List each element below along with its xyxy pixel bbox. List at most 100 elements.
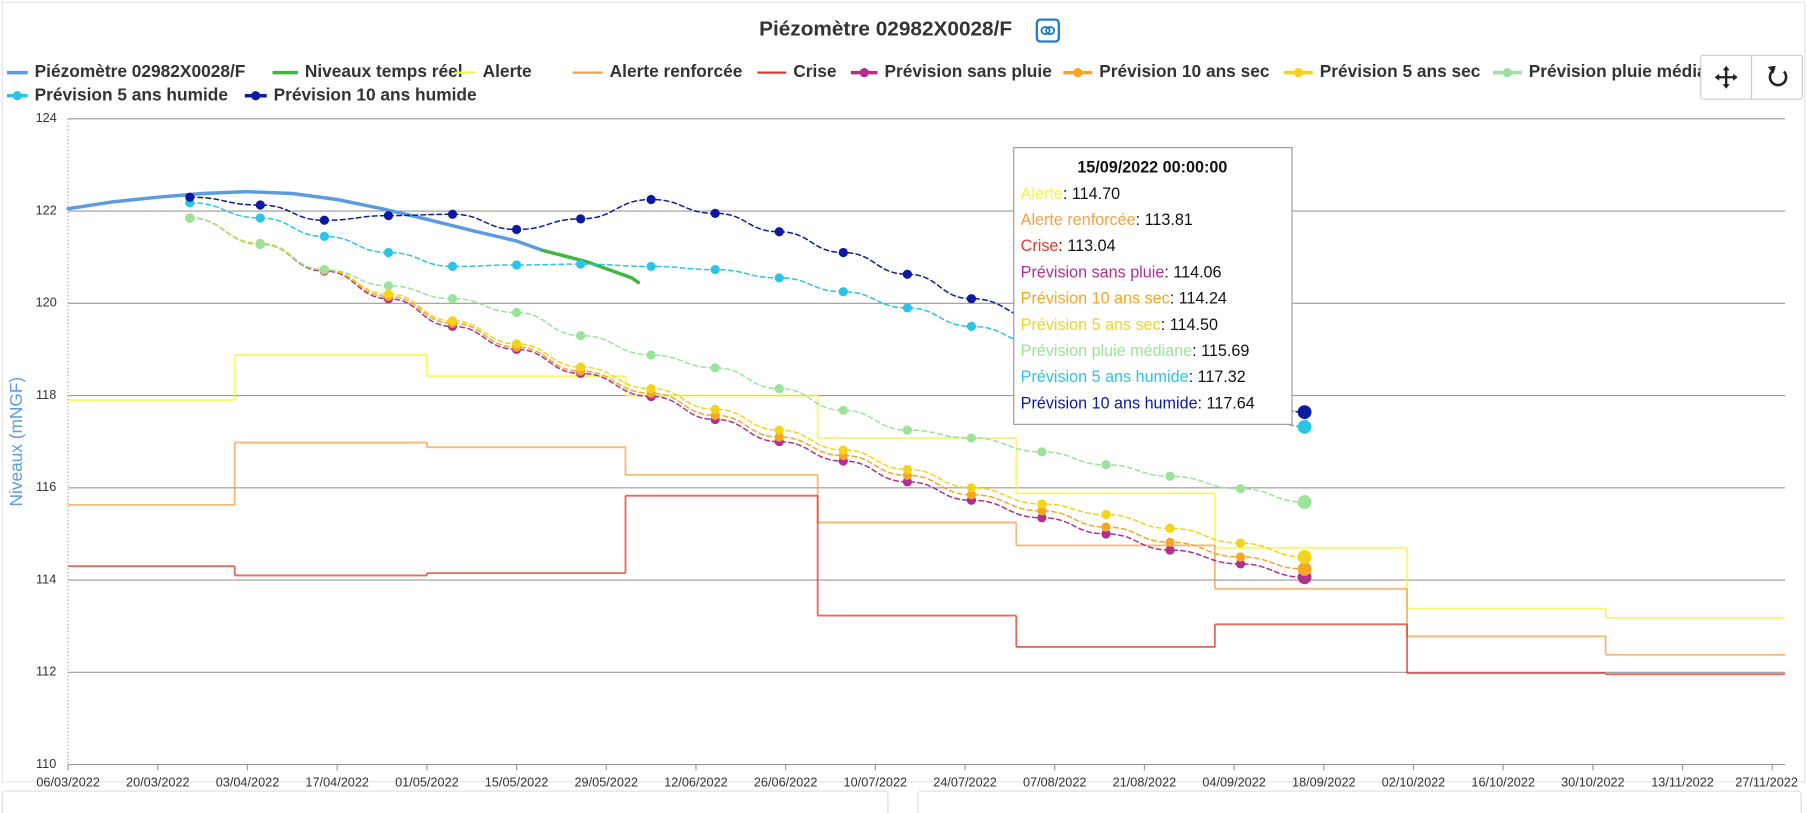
legend-label: Niveaux temps réel	[305, 61, 463, 81]
tooltip-series-name: Prévision 10 ans sec	[1021, 290, 1170, 308]
data-point	[1297, 550, 1312, 564]
legend-item[interactable]: Prévision 5 ans sec	[1283, 61, 1481, 81]
series-line	[66, 189, 544, 252]
data-point	[966, 433, 977, 443]
tooltip-separator: :	[1164, 264, 1173, 282]
tooltip-separator: :	[1161, 316, 1170, 334]
x-tick-label: 01/05/2022	[395, 775, 459, 789]
tooltip-title: 15/09/2022 00:00:00	[1077, 159, 1227, 177]
legend-item[interactable]: Alerte	[454, 61, 532, 81]
data-point	[576, 330, 586, 341]
tooltip-value: 115.69	[1201, 342, 1249, 360]
data-point	[1235, 559, 1246, 569]
tooltip-row: Alerte: 114.70	[1021, 185, 1120, 203]
tooltip-separator: :	[1063, 185, 1072, 203]
x-tick-label: 18/09/2022	[1292, 775, 1356, 789]
tooltip-separator: :	[1170, 290, 1179, 308]
data-point	[902, 477, 912, 487]
data-point	[319, 265, 330, 275]
data-point	[774, 227, 784, 237]
data-point	[1297, 419, 1312, 434]
legend-symbol	[1502, 68, 1512, 78]
data-point	[1165, 471, 1175, 481]
data-point	[383, 289, 394, 299]
data-point	[255, 213, 265, 223]
legend-item[interactable]: Piézomètre 02982X0028/F	[6, 61, 246, 81]
tooltip-row: Prévision 10 ans sec: 114.24	[1021, 290, 1227, 308]
legend-item[interactable]: Prévision pluie médiane	[1492, 61, 1728, 81]
tooltip-separator: :	[1189, 368, 1198, 386]
legend-item[interactable]: Prévision 5 ans humide	[6, 84, 228, 104]
tooltip-value: 113.81	[1145, 211, 1193, 229]
x-tick-label: 06/03/2022	[36, 775, 100, 789]
legend-item[interactable]: Prévision 10 ans sec	[1063, 61, 1270, 81]
x-tick-label: 26/06/2022	[754, 775, 818, 789]
data-point	[710, 265, 720, 275]
link-icon[interactable]	[1035, 18, 1060, 43]
x-tick-label: 07/08/2022	[1023, 775, 1087, 789]
tooltip-series-name: Alerte renforcée	[1021, 211, 1136, 229]
tooltip-series-name: Crise	[1021, 238, 1059, 256]
chart-title: Piézomètre 02982X0028/F	[759, 17, 1012, 40]
data-point	[1037, 447, 1047, 457]
legend-item[interactable]: Prévision 10 ans humide	[244, 84, 477, 104]
data-point	[838, 247, 848, 258]
x-tick-label: 12/06/2022	[664, 775, 728, 789]
legend-item[interactable]: Crise	[757, 61, 837, 81]
data-point	[1101, 522, 1111, 532]
data-point	[1037, 513, 1047, 523]
reset-button[interactable]	[1767, 65, 1788, 87]
data-point	[902, 464, 912, 474]
tooltip-separator: :	[1136, 211, 1145, 229]
tooltip-value: 114.50	[1170, 316, 1218, 334]
tooltip-series-name: Alerte	[1021, 185, 1063, 203]
legend-symbol	[1293, 68, 1304, 78]
x-tick-label: 20/03/2022	[126, 775, 190, 789]
y-tick-label: 114	[36, 572, 56, 586]
tooltip-series-name: Prévision 10 ans humide	[1021, 395, 1198, 413]
data-point	[1101, 529, 1111, 539]
x-tick-label: 29/05/2022	[574, 775, 638, 789]
data-point	[774, 273, 784, 283]
tooltip-row: Prévision 5 ans sec: 114.50	[1021, 316, 1218, 334]
legend-label: Alerte renforcée	[610, 61, 743, 81]
data-point	[646, 384, 656, 394]
data-point	[710, 404, 720, 414]
data-point	[447, 316, 458, 326]
tooltip-series-name: Prévision sans pluie	[1021, 264, 1165, 282]
data-point	[255, 200, 265, 210]
legend-item[interactable]: Alerte renforcée	[572, 61, 743, 81]
chart-frame	[1, 1, 1806, 783]
legend-symbol	[12, 91, 22, 101]
legend-label: Prévision sans pluie	[884, 61, 1052, 81]
legend-label: Prévision pluie médiane	[1529, 61, 1728, 81]
data-point	[1297, 405, 1312, 420]
tooltip-row: Alerte renforcée: 113.81	[1021, 211, 1193, 229]
data-point	[646, 350, 656, 360]
data-point	[576, 259, 586, 269]
data-point	[447, 294, 458, 304]
data-point	[710, 208, 720, 218]
x-tick-label: 15/05/2022	[485, 775, 549, 789]
y-tick-label: 118	[36, 388, 56, 402]
data-point	[1297, 495, 1312, 510]
data-point	[383, 247, 394, 258]
legend-item[interactable]: Prévision sans pluie	[850, 61, 1052, 81]
tooltip-value: 114.24	[1179, 290, 1227, 308]
data-point	[1101, 460, 1111, 470]
x-tick-label: 13/11/2022	[1651, 775, 1714, 789]
data-point	[1165, 537, 1175, 547]
data-point	[646, 194, 656, 205]
tooltip-value: 114.06	[1173, 264, 1221, 282]
legend-label: Piézomètre 02982X0028/F	[35, 61, 246, 81]
legend-item[interactable]: Niveaux temps réel	[272, 61, 463, 81]
series-line	[540, 248, 641, 285]
tooltip-series-name: Prévision pluie médiane	[1021, 342, 1192, 360]
bottom-panel	[917, 790, 1802, 813]
data-point	[383, 281, 394, 291]
x-tick-label: 03/04/2022	[216, 775, 280, 789]
legend-label: Prévision 5 ans sec	[1320, 61, 1481, 81]
tooltip-separator: :	[1198, 395, 1207, 413]
legend-symbol	[251, 91, 261, 101]
pan-button[interactable]	[1714, 65, 1738, 89]
